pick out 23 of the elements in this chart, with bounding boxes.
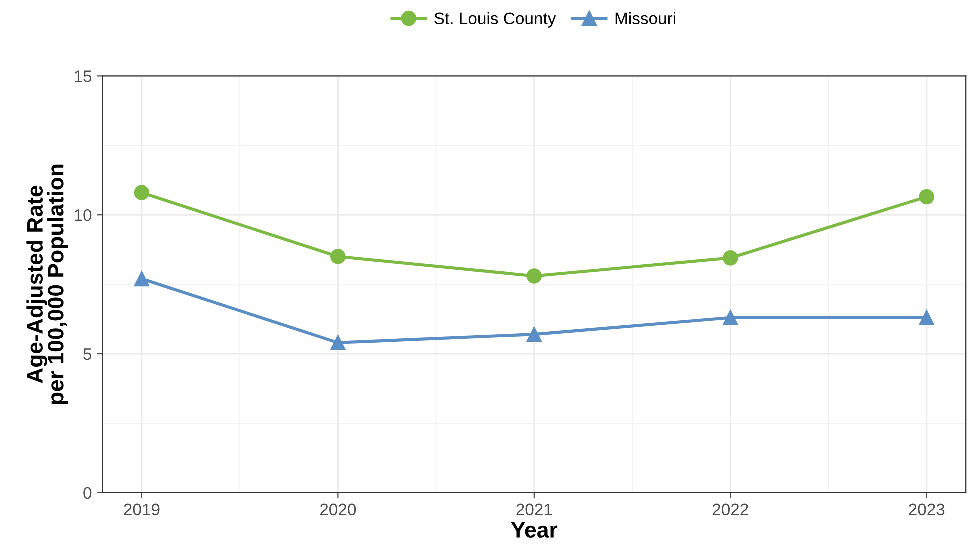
y-tick-label: 0 bbox=[84, 487, 92, 500]
point bbox=[134, 271, 150, 287]
x-tick-label: 2023 bbox=[909, 504, 945, 516]
point bbox=[134, 185, 150, 201]
point bbox=[722, 250, 738, 266]
point bbox=[526, 268, 542, 284]
y-tick-label: 15 bbox=[75, 70, 92, 82]
point bbox=[330, 249, 346, 264]
legend-label: St. Louis County bbox=[434, 12, 556, 28]
y-tick-label: 5 bbox=[84, 348, 92, 360]
y-tick-label: 10 bbox=[75, 209, 92, 222]
point bbox=[330, 335, 346, 351]
x-axis-title: Year bbox=[511, 522, 558, 538]
x-tick-label: 2021 bbox=[516, 504, 552, 516]
x-tick-label: 2020 bbox=[320, 504, 356, 516]
point bbox=[526, 326, 542, 342]
point bbox=[919, 189, 934, 205]
y-axis-title: Age-Adjusted Rate per 100,000 Population bbox=[26, 164, 68, 404]
x-tick-label: 2019 bbox=[124, 504, 160, 516]
x-tick-label: 2022 bbox=[712, 504, 748, 516]
legend-label: Missouri bbox=[616, 12, 676, 25]
point bbox=[722, 310, 738, 326]
point bbox=[919, 310, 934, 326]
